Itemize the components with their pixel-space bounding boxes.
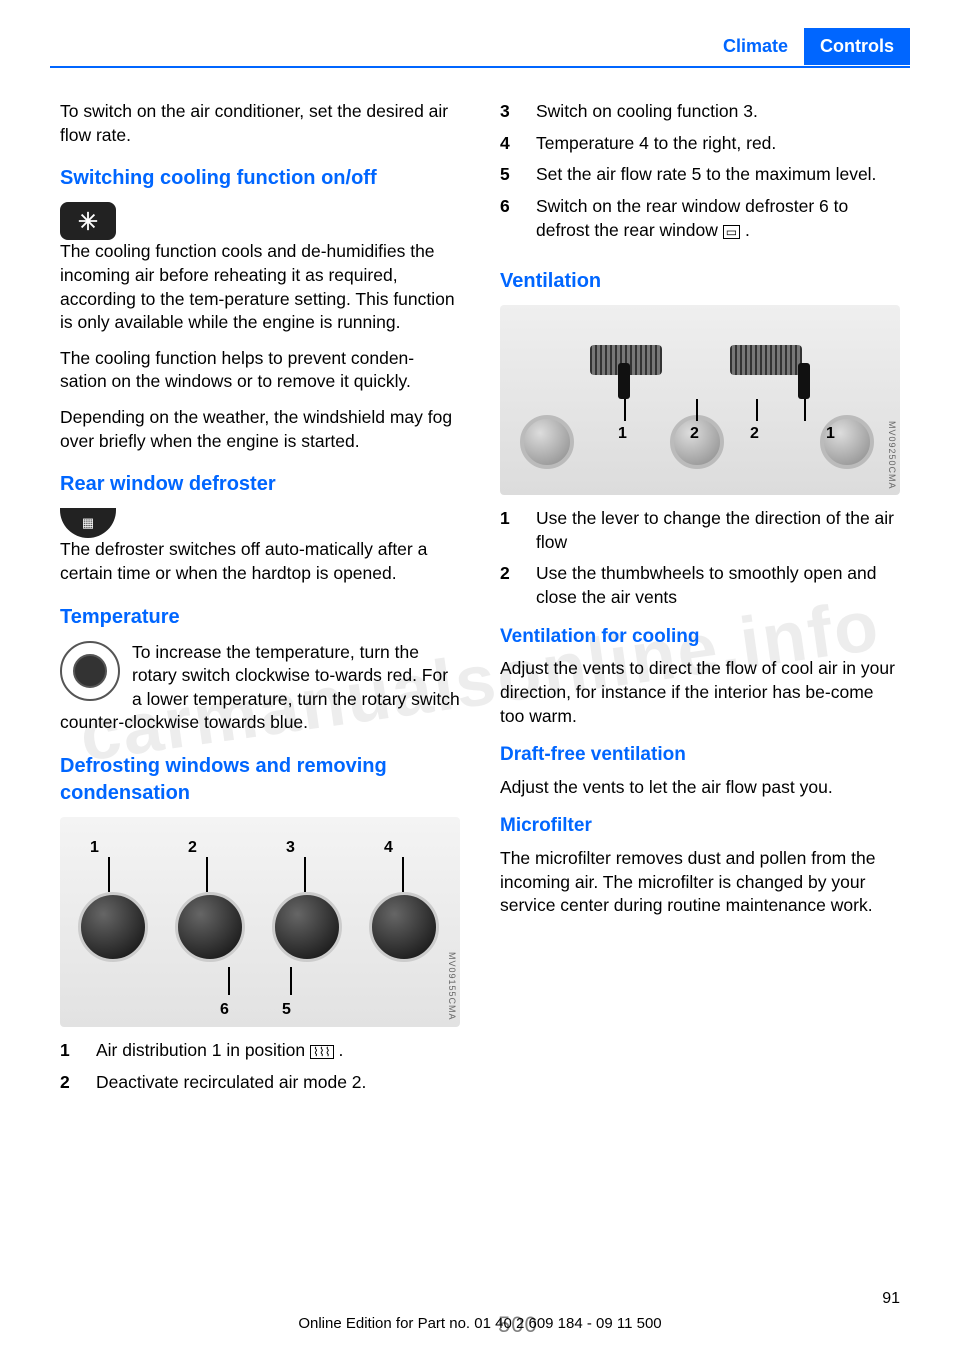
item-text: Deactivate recirculated air mode 2. <box>96 1071 366 1095</box>
cooling-p2: The cooling function helps to prevent co… <box>60 347 460 394</box>
defrost-glyph-icon: ⌇⌇⌇ <box>310 1045 334 1059</box>
heading-rear-defroster: Rear window defroster <box>60 471 460 498</box>
item-text: Air distribution 1 in position ⌇⌇⌇ . <box>96 1039 343 1063</box>
dial-icon <box>175 892 245 962</box>
item-text: Switch on the rear window defroster 6 to… <box>536 195 900 242</box>
defrost-list-cont: 3 Switch on cooling function 3. 4 Temper… <box>500 100 900 242</box>
ventilation-list: 1 Use the lever to change the direction … <box>500 507 900 610</box>
heading-microfilter: Microfilter <box>500 813 900 839</box>
cooling-p1: The cooling function cools and de‐humidi… <box>60 202 460 335</box>
callout-v3: 2 <box>750 423 759 445</box>
item-number: 2 <box>60 1071 76 1095</box>
item-text-a: Air distribution 1 in position <box>96 1040 310 1060</box>
rear-defrost-glyph-icon: ▭ <box>723 225 740 239</box>
page-header: Climate Controls <box>723 28 910 65</box>
item-number: 1 <box>60 1039 76 1063</box>
heading-cooling: Switching cooling function on/off <box>60 165 460 192</box>
vent-knob-icon <box>520 415 574 469</box>
callout-5: 5 <box>282 999 291 1021</box>
temperature-block: To increase the temperature, turn the ro… <box>60 641 460 736</box>
footer-text: Online Edition for Part no. 01 40 2 609 … <box>0 1315 960 1332</box>
dial-icon <box>272 892 342 962</box>
draftfree-text: Adjust the vents to let the air flow pas… <box>500 776 900 800</box>
callout-v2: 2 <box>690 423 699 445</box>
temperature-text: To increase the temperature, turn the ro… <box>60 642 460 733</box>
intro-text: To switch on the air conditioner, set th… <box>60 100 460 147</box>
callout-4: 4 <box>384 837 393 859</box>
snowflake-icon <box>60 202 116 240</box>
vent-lever-icon <box>618 363 630 399</box>
item-text: Temperature 4 to the right, red. <box>536 132 776 156</box>
list-item: 4 Temperature 4 to the right, red. <box>500 132 900 156</box>
item-number: 2 <box>500 562 516 609</box>
callout-6: 6 <box>220 999 229 1021</box>
rear-defrost-icon: ▦ <box>60 508 116 538</box>
page-number: 91 <box>882 1290 900 1308</box>
item-text: Use the lever to change the direction of… <box>536 507 900 554</box>
item-text-a: Switch on the rear window defroster 6 to… <box>536 196 848 240</box>
header-rule <box>50 66 910 68</box>
callout-line <box>206 857 208 892</box>
heading-defrosting: Defrosting windows and removing condensa… <box>60 753 460 807</box>
callout-line <box>108 857 110 892</box>
snowflake-svg <box>77 210 99 232</box>
list-item: 3 Switch on cooling function 3. <box>500 100 900 124</box>
figure-code: MV09155CMA <box>446 952 458 1021</box>
vent-lever-icon <box>798 363 810 399</box>
callout-line <box>228 967 230 995</box>
item-number: 6 <box>500 195 516 242</box>
right-column: 3 Switch on cooling function 3. 4 Temper… <box>500 100 900 1262</box>
item-text-b: . <box>334 1040 344 1060</box>
temperature-dial-icon <box>60 641 120 701</box>
microfilter-text: The microfilter removes dust and pollen … <box>500 847 900 918</box>
item-number: 3 <box>500 100 516 124</box>
callout-line <box>290 967 292 995</box>
figure-code: MV09250CMA <box>886 421 898 490</box>
list-item: 1 Use the lever to change the direction … <box>500 507 900 554</box>
callout-line <box>756 399 758 421</box>
heading-temperature: Temperature <box>60 604 460 631</box>
item-text: Switch on cooling function 3. <box>536 100 758 124</box>
item-text: Set the air flow rate 5 to the maximum l… <box>536 163 876 187</box>
header-chapter-label: Controls <box>804 28 910 65</box>
cooling-p3: Depending on the weather, the windshield… <box>60 406 460 453</box>
header-section-label: Climate <box>723 36 804 57</box>
heading-vent-cooling: Ventilation for cooling <box>500 624 900 650</box>
item-number: 4 <box>500 132 516 156</box>
heading-ventilation: Ventilation <box>500 268 900 295</box>
page-content: To switch on the air conditioner, set th… <box>60 100 900 1262</box>
callout-line <box>304 857 306 892</box>
defrost-list: 1 Air distribution 1 in position ⌇⌇⌇ . 2… <box>60 1039 460 1094</box>
figure-climate-controls: 1 2 3 4 6 5 MV09155CMA <box>60 817 460 1027</box>
left-column: To switch on the air conditioner, set th… <box>60 100 460 1262</box>
list-item: 2 Deactivate recirculated air mode 2. <box>60 1071 460 1095</box>
rear-defroster-text: The defroster switches off auto‐maticall… <box>60 539 427 583</box>
dial-icon <box>369 892 439 962</box>
cooling-p1-text: The cooling function cools and de‐humidi… <box>60 241 455 332</box>
callout-2: 2 <box>188 837 197 859</box>
item-text: Use the thumbwheels to smoothly open and… <box>536 562 900 609</box>
vent-grille-icon <box>730 345 802 375</box>
callout-line <box>624 399 626 421</box>
list-item: 2 Use the thumbwheels to smoothly open a… <box>500 562 900 609</box>
callout-line <box>804 399 806 421</box>
vent-cooling-text: Adjust the vents to direct the flow of c… <box>500 657 900 728</box>
item-number: 5 <box>500 163 516 187</box>
callout-line <box>402 857 404 892</box>
heading-draftfree: Draft-free ventilation <box>500 742 900 768</box>
list-item: 1 Air distribution 1 in position ⌇⌇⌇ . <box>60 1039 460 1063</box>
callout-1: 1 <box>90 837 99 859</box>
dial-icon <box>78 892 148 962</box>
list-item: 6 Switch on the rear window defroster 6 … <box>500 195 900 242</box>
figure-ventilation: 1 2 2 1 MV09250CMA <box>500 305 900 495</box>
item-text-b: . <box>740 220 750 240</box>
item-number: 1 <box>500 507 516 554</box>
rear-defroster-p1: ▦ The defroster switches off auto‐matica… <box>60 508 460 585</box>
callout-3: 3 <box>286 837 295 859</box>
callout-v4: 1 <box>826 423 835 445</box>
footer-overlay: 500 <box>498 1312 538 1338</box>
list-item: 5 Set the air flow rate 5 to the maximum… <box>500 163 900 187</box>
callout-line <box>696 399 698 421</box>
callout-v1: 1 <box>618 423 627 445</box>
